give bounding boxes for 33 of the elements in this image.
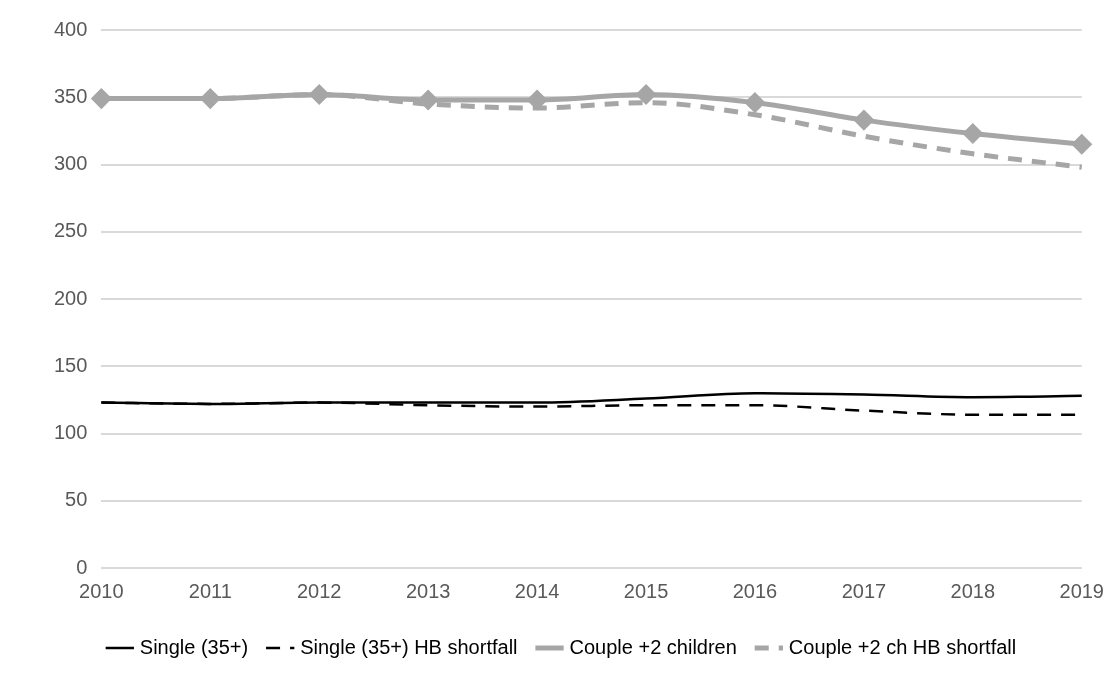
legend-label: Single (35+) [139,635,249,658]
legend-label: Single (35+) HB shortfall [300,635,518,658]
x-tick-label: 2010 [79,579,124,602]
point [91,89,111,109]
point [527,90,547,110]
y-tick-label: 350 [53,84,88,107]
x-tick-label: 2015 [623,579,669,602]
point [200,89,220,109]
y-tick-label: 50 [65,488,88,511]
point [1072,134,1092,154]
y-tick-label: 150 [53,353,88,376]
point [418,90,438,110]
point [309,85,329,105]
x-tick-label: 2018 [950,579,996,602]
point [854,110,874,130]
point [636,85,656,105]
x-tick-label: 2014 [514,579,560,602]
x-tick-label: 2012 [296,579,342,602]
point [963,124,983,144]
legend-label: Couple +2 ch HB shortfall [788,635,1017,658]
y-tick-label: 250 [53,219,88,242]
x-tick-label: 2013 [405,579,451,602]
y-tick-label: 400 [53,17,88,40]
y-tick-label: 200 [53,286,88,309]
x-tick-label: 2011 [188,579,232,602]
point [745,93,765,113]
y-tick-label: 300 [53,152,88,175]
x-tick-label: 2019 [1059,579,1104,602]
x-tick-label: 2017 [841,579,887,602]
y-tick-label: 100 [53,421,88,444]
x-tick-label: 2016 [732,579,778,602]
y-tick-label: 0 [76,555,88,578]
legend-label: Couple +2 children [569,635,737,658]
